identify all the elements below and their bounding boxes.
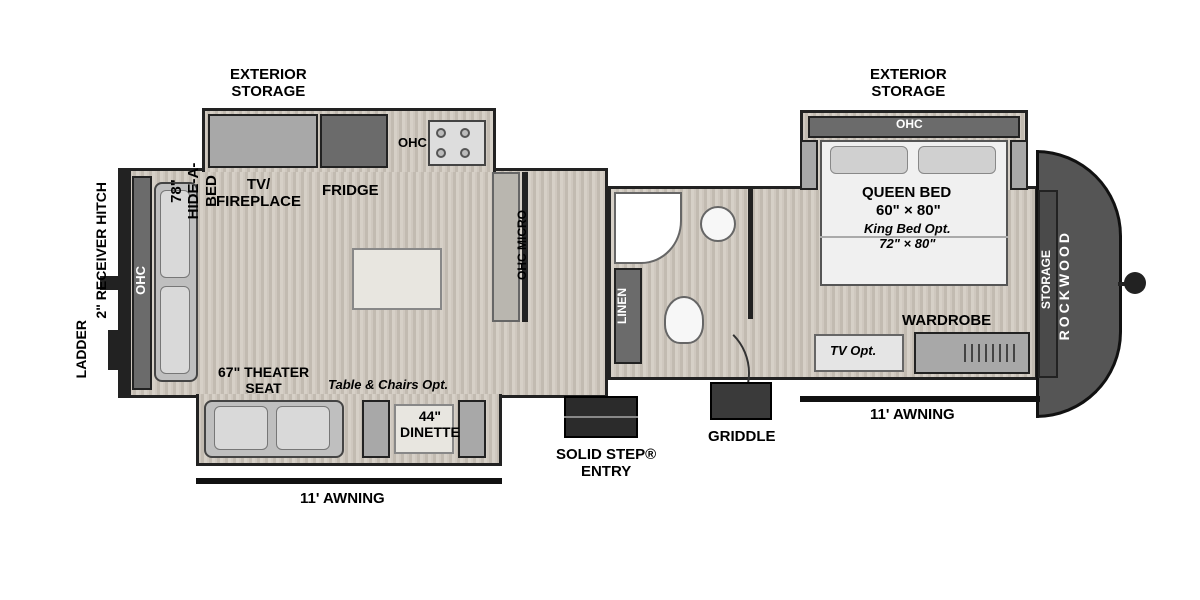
label-bed-size: 60" × 80"	[876, 202, 941, 219]
label-wardrobe: WARDROBE	[902, 312, 991, 329]
label-bed-opt: King Bed Opt. 72" × 80"	[864, 222, 951, 252]
nightstand-left	[800, 140, 818, 190]
label-entry: SOLID STEP® ENTRY	[556, 446, 656, 481]
label-rear-ohc: OHC	[134, 266, 148, 295]
fridge-unit	[320, 114, 388, 168]
awning-left	[196, 478, 502, 484]
label-griddle: GRIDDLE	[708, 428, 776, 445]
tv-fireplace-unit	[208, 114, 318, 168]
label-hitch: 2" RECEIVER HITCH	[94, 182, 109, 319]
bath-sink	[700, 206, 736, 242]
bath-wall-left	[606, 189, 611, 379]
label-stove-ohc: OHC	[398, 136, 427, 151]
dinette-bench-r	[458, 400, 486, 458]
theater-cushion-1	[214, 406, 268, 450]
wardrobe-hangers	[964, 344, 1020, 362]
label-linen: LINEN	[616, 288, 629, 324]
awning-right	[800, 396, 1040, 402]
stove	[428, 120, 486, 166]
label-ext-storage-left: EXTERIOR STORAGE	[230, 66, 307, 101]
burner-2	[460, 128, 470, 138]
label-hide-a-bed: 78" HIDE-A- BED	[168, 136, 220, 246]
label-bed-title: QUEEN BED	[862, 184, 951, 201]
kitchen-island	[352, 248, 442, 310]
theater-cushion-2	[276, 406, 330, 450]
label-dinette: 44" DINETTE	[400, 408, 460, 440]
bath-wall-right	[748, 189, 753, 319]
label-tv-fireplace: TV/ FIREPLACE	[216, 176, 301, 211]
ladder-bar	[108, 330, 118, 370]
hitch-stem	[1118, 282, 1132, 286]
burner-3	[436, 148, 446, 158]
label-fridge: FRIDGE	[322, 182, 379, 199]
entry-step-line	[564, 416, 638, 418]
nightstand-right	[1010, 140, 1028, 190]
label-awning-left: 11' AWNING	[300, 490, 385, 507]
burner-1	[436, 128, 446, 138]
toilet	[664, 296, 704, 344]
rear-bumper	[118, 168, 128, 398]
label-theater: 67" THEATER SEAT	[218, 364, 309, 396]
label-tv-opt: TV Opt.	[830, 344, 876, 359]
dinette-bench-l	[362, 400, 390, 458]
burner-4	[460, 148, 470, 158]
label-ladder: LADDER	[74, 320, 89, 378]
label-ext-storage-right: EXTERIOR STORAGE	[870, 66, 947, 101]
exterior-griddle	[710, 382, 772, 420]
brand-text: ROCKWOOD	[1056, 230, 1072, 340]
label-bed-ohc: OHC	[896, 118, 923, 132]
pillow-right	[918, 146, 996, 174]
label-ohc-micro: OHC MICRO	[516, 210, 529, 280]
label-table-opt: Table & Chairs Opt.	[328, 378, 448, 393]
hide-a-bed-cushion-2	[160, 286, 190, 374]
label-front-storage: STORAGE	[1040, 250, 1053, 309]
pillow-left	[830, 146, 908, 174]
label-awning-right: 11' AWNING	[870, 406, 955, 423]
